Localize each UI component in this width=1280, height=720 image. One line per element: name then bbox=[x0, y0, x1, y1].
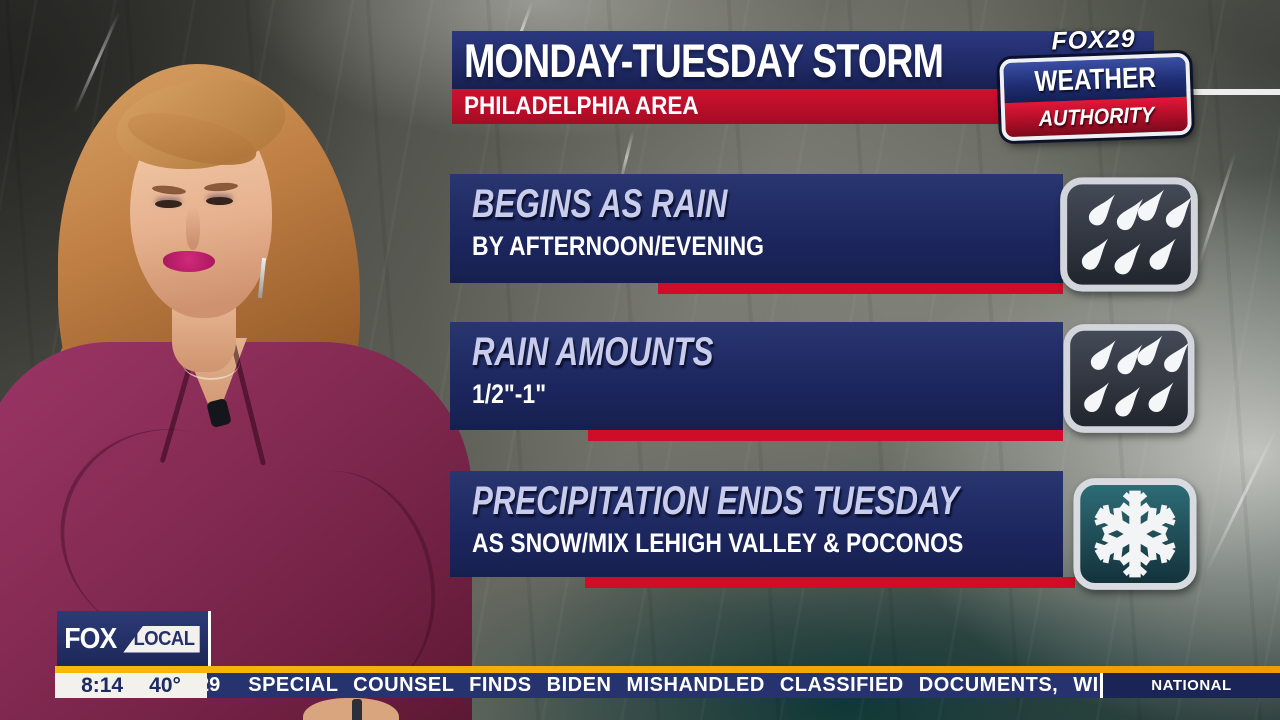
panel-detail: BY AFTERNOON/EVENING bbox=[472, 231, 765, 261]
badge-weather-label: WEATHER bbox=[1033, 61, 1157, 98]
news-ticker: 29 SPECIAL COUNSEL FINDS BIDEN MISHANDLE… bbox=[207, 673, 1280, 698]
anchor-watch bbox=[352, 699, 362, 720]
header-accent-line bbox=[1166, 89, 1280, 95]
anchor-eye bbox=[206, 197, 233, 205]
badge-authority-row: AUTHORITY bbox=[1004, 96, 1188, 138]
current-temperature: 40° bbox=[149, 673, 181, 697]
panel-headline: PRECIPITATION ENDS TUESDAY bbox=[472, 479, 960, 523]
clock-time: 8:14 bbox=[81, 673, 124, 697]
time-temperature-bar: 8:14 40° bbox=[55, 673, 207, 698]
panel-precip-ends-tuesday: PRECIPITATION ENDS TUESDAY AS SNOW/MIX L… bbox=[450, 471, 1063, 577]
badge-authority-label: AUTHORITY bbox=[1038, 101, 1155, 131]
anchor-necklace bbox=[182, 344, 240, 380]
weather-authority-logo: FOX29 WEATHER AUTHORITY bbox=[998, 23, 1192, 142]
gold-divider-line bbox=[55, 666, 1280, 673]
ticker-headline: SPECIAL COUNSEL FINDS BIDEN MISHANDLED C… bbox=[248, 674, 1145, 696]
anchor-hand bbox=[303, 698, 399, 720]
weather-authority-badge: WEATHER AUTHORITY bbox=[999, 52, 1192, 142]
panel-red-underline bbox=[588, 430, 1063, 441]
fox-local-fox-label: FOX bbox=[64, 622, 117, 655]
anchor-eye bbox=[155, 200, 182, 208]
anchor-lips bbox=[163, 251, 215, 272]
badge-weather-row: WEATHER bbox=[1003, 56, 1187, 104]
panel-begins-as-rain: BEGINS AS RAIN BY AFTERNOON/EVENING bbox=[450, 174, 1063, 283]
snowflake-icon bbox=[1072, 477, 1198, 591]
panel-red-underline bbox=[585, 577, 1075, 588]
location-label: PHILADELPHIA AREA bbox=[464, 92, 699, 120]
panel-headline: RAIN AMOUNTS bbox=[472, 330, 714, 374]
fox-local-local-label: LOCAL bbox=[122, 625, 200, 653]
ticker-prefix: 29 bbox=[207, 674, 221, 696]
fox-local-logo: FOX LOCAL bbox=[57, 611, 211, 667]
storm-title: MONDAY-TUESDAY STORM bbox=[464, 33, 944, 87]
ticker-category-badge: NATIONAL bbox=[1100, 673, 1280, 698]
panel-red-underline bbox=[658, 283, 1063, 294]
panel-detail: 1/2"-1" bbox=[472, 379, 547, 409]
panel-detail: AS SNOW/MIX LEHIGH VALLEY & POCONOS bbox=[472, 528, 964, 558]
panel-headline: BEGINS AS RAIN bbox=[472, 182, 728, 226]
rain-icon bbox=[1059, 323, 1199, 434]
anchor-nose bbox=[186, 206, 200, 250]
panel-rain-amounts: RAIN AMOUNTS 1/2"-1" bbox=[450, 322, 1063, 430]
rain-icon bbox=[1059, 176, 1199, 293]
